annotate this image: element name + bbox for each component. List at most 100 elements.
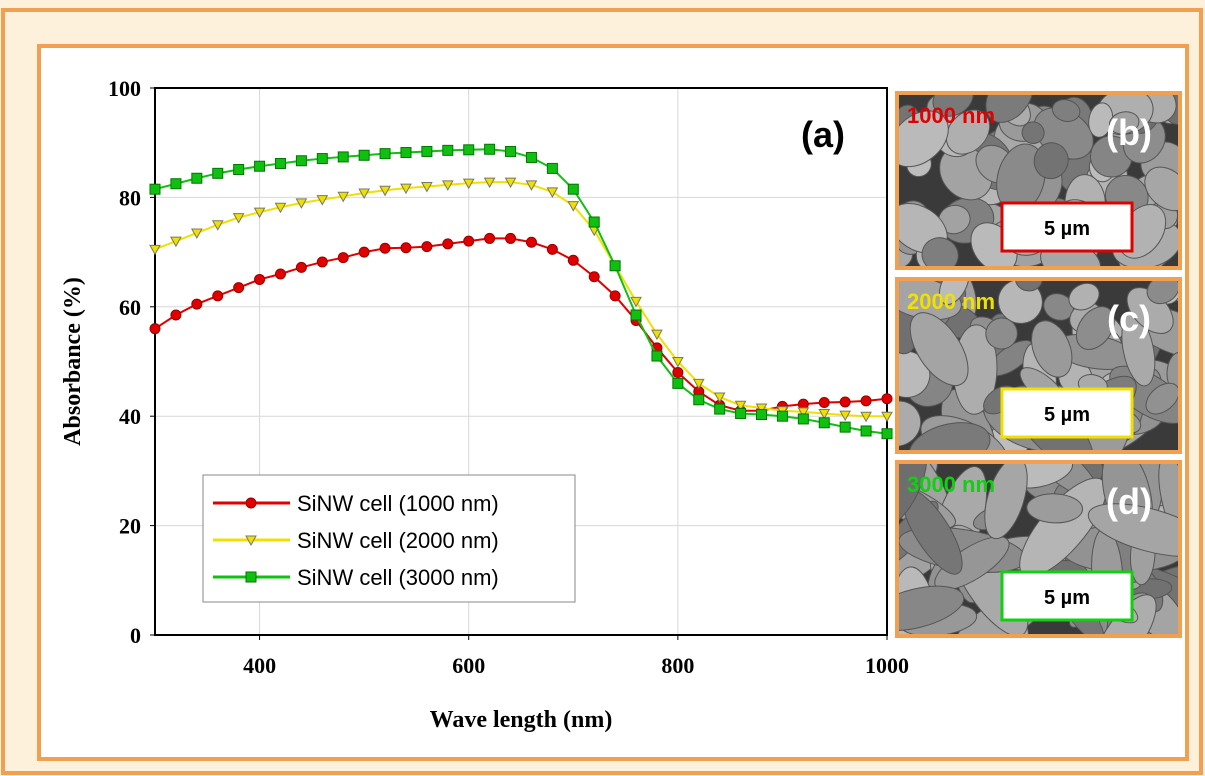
nanowire bbox=[909, 312, 969, 386]
data-point bbox=[860, 411, 872, 423]
data-point bbox=[776, 410, 788, 422]
data-point bbox=[170, 178, 182, 190]
data-point bbox=[818, 408, 831, 420]
data-point bbox=[400, 242, 412, 254]
data-point bbox=[253, 207, 266, 219]
panel-letter: (b) bbox=[1106, 112, 1152, 153]
data-point bbox=[546, 162, 558, 174]
nanowire bbox=[921, 237, 959, 268]
data-point bbox=[609, 290, 621, 302]
nanowire bbox=[1033, 142, 1069, 180]
data-point bbox=[860, 395, 872, 407]
data-point bbox=[463, 235, 475, 247]
data-point bbox=[400, 183, 412, 195]
data-point bbox=[170, 309, 182, 321]
series bbox=[149, 143, 893, 440]
nanowire bbox=[1031, 320, 1073, 378]
data-point bbox=[421, 241, 433, 253]
data-point bbox=[254, 273, 266, 285]
nanowire bbox=[1051, 99, 1081, 122]
data-point bbox=[714, 403, 726, 415]
y-tick-label: 100 bbox=[108, 76, 141, 101]
legend-label: SiNW cell (2000 nm) bbox=[297, 528, 499, 553]
data-point bbox=[755, 403, 768, 415]
data-point bbox=[546, 243, 558, 255]
data-point bbox=[505, 232, 517, 244]
data-point bbox=[149, 323, 161, 335]
panel-letter: (c) bbox=[1107, 298, 1151, 339]
data-point bbox=[358, 188, 370, 200]
data-point bbox=[245, 571, 257, 583]
data-point bbox=[421, 145, 433, 157]
data-point bbox=[672, 377, 684, 389]
data-point bbox=[881, 428, 893, 440]
nanowire bbox=[897, 110, 949, 168]
data-point bbox=[692, 378, 705, 390]
data-point bbox=[149, 244, 161, 256]
data-point bbox=[651, 350, 663, 362]
x-axis-label: Wave length (nm) bbox=[430, 707, 613, 733]
data-point bbox=[713, 392, 726, 404]
data-point bbox=[881, 393, 893, 405]
data-point bbox=[442, 144, 454, 156]
data-point bbox=[756, 409, 768, 421]
data-point bbox=[379, 242, 391, 254]
nanowire bbox=[985, 93, 1034, 123]
data-point bbox=[191, 172, 203, 184]
y-tick-label: 0 bbox=[130, 623, 141, 648]
nanowire bbox=[1145, 382, 1180, 415]
data-point bbox=[149, 183, 161, 195]
data-point bbox=[295, 198, 308, 209]
scale-box bbox=[1000, 570, 1134, 622]
data-point bbox=[588, 271, 600, 283]
sem-image bbox=[897, 93, 1180, 268]
nanowire bbox=[945, 109, 991, 155]
data-point bbox=[797, 413, 809, 425]
nanowire bbox=[938, 279, 970, 305]
x-tick-label: 600 bbox=[452, 653, 485, 678]
data-point bbox=[337, 252, 349, 264]
data-point bbox=[588, 216, 600, 228]
scale-bar-label: 5 µm bbox=[1044, 218, 1090, 240]
y-tick-label: 60 bbox=[119, 295, 141, 320]
scale-box bbox=[1000, 201, 1134, 253]
data-point bbox=[442, 238, 454, 250]
nanowire bbox=[985, 317, 1018, 350]
data-point bbox=[295, 261, 307, 273]
data-point bbox=[190, 228, 203, 239]
scale-bar-label: 5 µm bbox=[1044, 587, 1090, 609]
sem-frame bbox=[895, 460, 1182, 638]
data-point bbox=[546, 187, 559, 198]
nanowire bbox=[1026, 493, 1084, 524]
y-tick-label: 40 bbox=[119, 404, 141, 429]
panel-label: (a) bbox=[801, 114, 845, 155]
data-point bbox=[734, 400, 747, 412]
series-line bbox=[154, 181, 887, 418]
legend: SiNW cell (1000 nm) SiNW cell (2000 nm) Si… bbox=[202, 474, 576, 603]
data-point bbox=[567, 183, 579, 195]
nanowire bbox=[897, 585, 965, 632]
data-point bbox=[233, 282, 245, 294]
data-point bbox=[630, 309, 642, 321]
sem-frame bbox=[895, 277, 1182, 454]
data-point bbox=[274, 202, 287, 214]
scale-bar-label: 5 µm bbox=[1044, 404, 1090, 426]
x-tick-label: 800 bbox=[661, 653, 694, 678]
data-point bbox=[462, 178, 475, 190]
data-point bbox=[818, 417, 830, 429]
nanowire bbox=[932, 93, 974, 117]
data-point bbox=[567, 201, 580, 212]
data-point bbox=[421, 181, 433, 193]
data-point bbox=[211, 220, 224, 231]
data-point bbox=[839, 421, 851, 433]
data-point bbox=[839, 396, 851, 408]
thickness-label: 3000 nm bbox=[907, 472, 995, 497]
data-point bbox=[693, 394, 705, 406]
legend-label: SiNW cell (1000 nm) bbox=[297, 491, 499, 516]
data-point bbox=[504, 177, 517, 189]
data-point bbox=[233, 164, 245, 176]
data-point bbox=[483, 177, 496, 189]
data-point bbox=[400, 147, 412, 159]
sem-panels: 1000 nm (b) 5 µm 2000 nm (c) 5 µm 3000 nm (d) 5 … bbox=[895, 91, 1182, 638]
